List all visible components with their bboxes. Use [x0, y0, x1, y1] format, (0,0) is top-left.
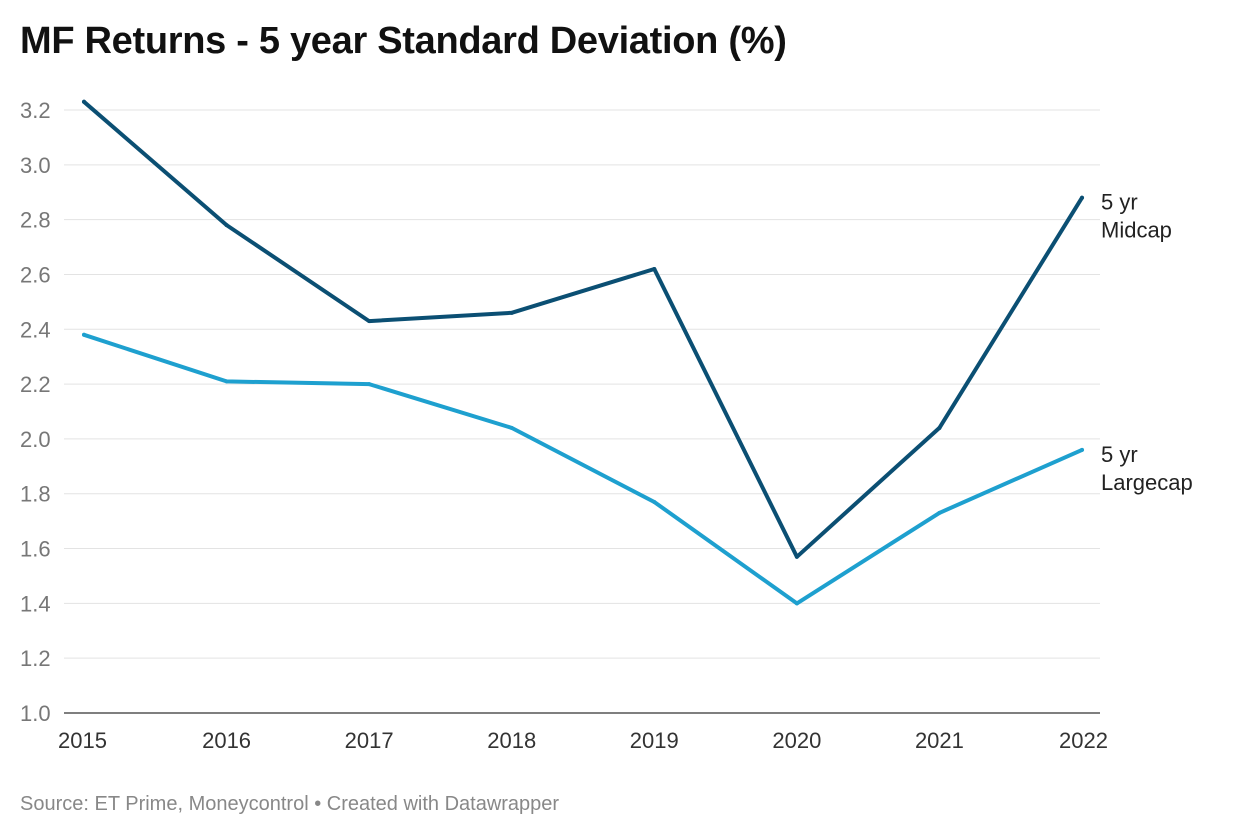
series-line-1	[82, 332, 1084, 606]
series-label-0: 5 yr Midcap	[1101, 190, 1172, 243]
data-point	[1080, 447, 1084, 452]
data-point	[82, 99, 86, 104]
y-tick-label: 2.2	[20, 372, 51, 397]
data-point	[652, 499, 657, 504]
x-axis-ticks: 2015 2016 2017 2018 2019 2020 2021 2022	[58, 728, 1108, 753]
y-tick-label: 1.6	[20, 537, 51, 562]
series-labels: 5 yr Midcap 5 yr Largecap	[1101, 190, 1193, 495]
data-point	[652, 266, 657, 271]
y-tick-label: 2.6	[20, 262, 51, 287]
x-tick-label: 2019	[630, 728, 679, 753]
x-tick-label: 2015	[58, 728, 107, 753]
chart-title: MF Returns - 5 year Standard Deviation (…	[20, 20, 787, 62]
x-tick-label: 2020	[772, 728, 821, 753]
data-point	[224, 223, 229, 228]
series-lines	[82, 99, 1084, 606]
data-point	[1080, 195, 1084, 200]
y-tick-label: 3.0	[20, 153, 51, 178]
data-point	[509, 310, 514, 315]
x-tick-label: 2016	[202, 728, 251, 753]
data-point	[367, 319, 372, 324]
data-point	[794, 554, 799, 559]
data-point	[367, 382, 372, 387]
data-point	[224, 379, 229, 384]
y-tick-label: 3.2	[20, 98, 51, 123]
series-line-0	[82, 99, 1084, 559]
y-tick-label: 2.4	[20, 317, 51, 342]
y-axis-ticks: 1.0 1.2 1.4 1.6 1.8 2.0 2.2 2.4 2.6 2.8 3.0 3.2	[20, 98, 51, 726]
y-tick-label: 1.8	[20, 482, 51, 507]
x-tick-label: 2017	[345, 728, 394, 753]
data-point	[937, 425, 942, 430]
data-point	[794, 601, 799, 606]
x-tick-label: 2018	[487, 728, 536, 753]
x-tick-label: 2021	[915, 728, 964, 753]
series-label-1: 5 yr Largecap	[1101, 442, 1193, 495]
data-point	[82, 332, 86, 337]
y-tick-label: 1.0	[20, 701, 51, 726]
source-footer: Source: ET Prime, Moneycontrol • Created…	[20, 793, 560, 815]
x-tick-label: 2022	[1059, 728, 1108, 753]
data-point	[937, 510, 942, 515]
y-tick-label: 1.2	[20, 646, 51, 671]
y-tick-label: 2.8	[20, 208, 51, 233]
data-point	[509, 425, 514, 430]
y-tick-label: 2.0	[20, 427, 51, 452]
y-tick-label: 1.4	[20, 591, 51, 616]
gridlines	[64, 109, 1100, 714]
